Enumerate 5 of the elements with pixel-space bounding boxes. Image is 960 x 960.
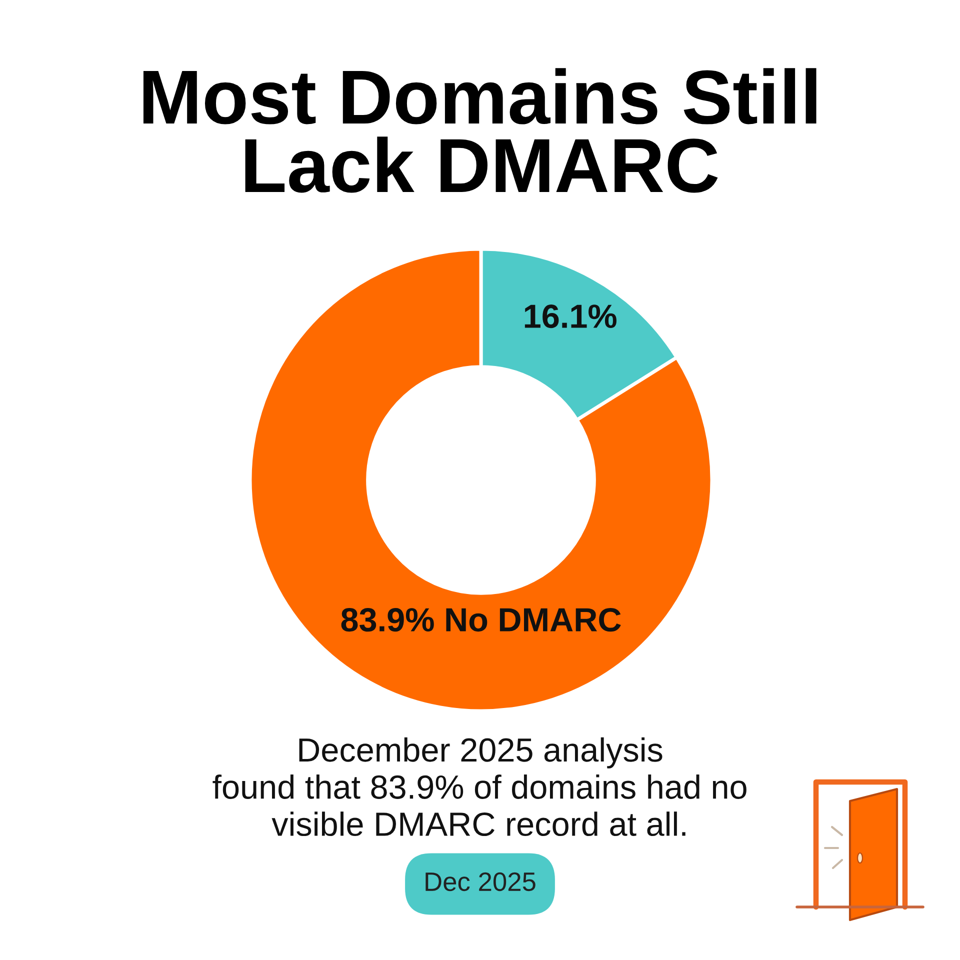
data-label: 16.1% [524, 304, 616, 328]
text: Dec 2025 [426, 872, 536, 892]
text: December 2025 analysis found that 83.9% of domains had no visible DMARC record at all. [212, 737, 746, 836]
slice-label: 83.9% No DMARC [341, 608, 621, 632]
chart-title: Most Domains Still Lack DMARC [143, 68, 816, 193]
